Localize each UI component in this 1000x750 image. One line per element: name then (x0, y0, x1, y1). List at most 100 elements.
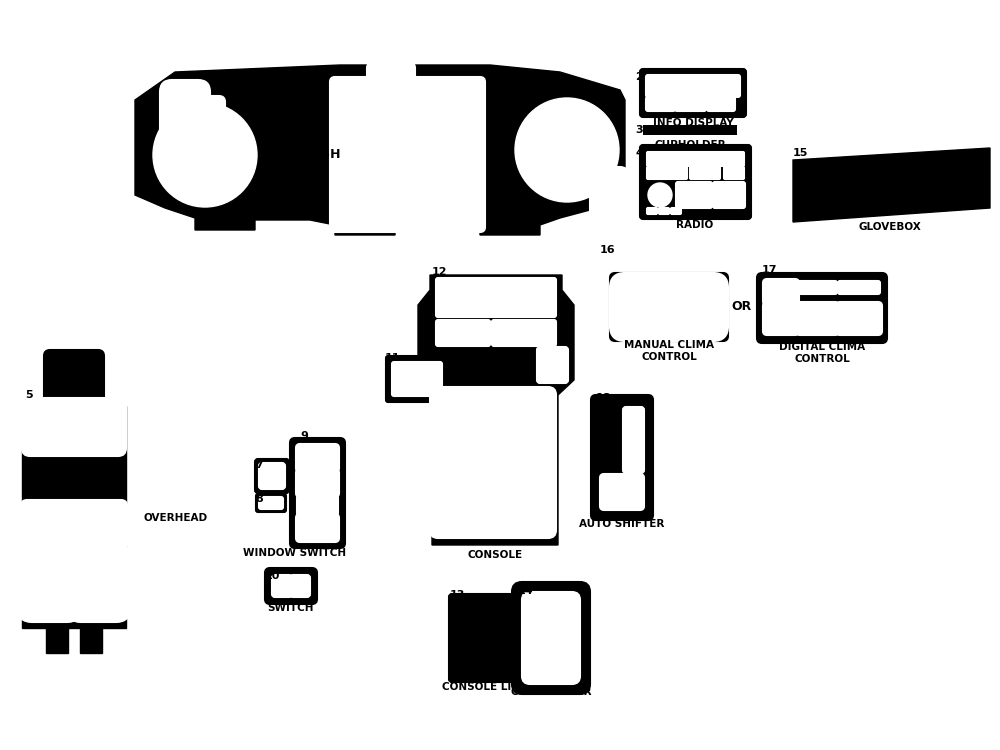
Text: 10: 10 (265, 571, 280, 581)
FancyBboxPatch shape (44, 350, 104, 407)
Text: COIN HOLDER: COIN HOLDER (511, 687, 591, 697)
FancyBboxPatch shape (763, 302, 799, 335)
FancyBboxPatch shape (676, 182, 712, 208)
FancyBboxPatch shape (22, 398, 126, 456)
Text: RADIO: RADIO (676, 220, 714, 230)
Text: INFO DISPLAY: INFO DISPLAY (653, 118, 733, 128)
FancyBboxPatch shape (392, 362, 442, 396)
Text: 2: 2 (635, 72, 643, 82)
FancyBboxPatch shape (610, 273, 728, 341)
FancyBboxPatch shape (67, 544, 130, 622)
FancyBboxPatch shape (296, 469, 339, 497)
Text: 13: 13 (450, 590, 465, 600)
FancyBboxPatch shape (430, 387, 556, 538)
Circle shape (515, 98, 619, 202)
FancyBboxPatch shape (640, 69, 746, 117)
Text: 1: 1 (135, 100, 144, 113)
FancyBboxPatch shape (537, 347, 568, 383)
FancyBboxPatch shape (21, 500, 127, 550)
FancyBboxPatch shape (671, 208, 681, 214)
Text: 5: 5 (25, 390, 33, 400)
Bar (645, 87, 648, 90)
Text: CONSOLE: CONSOLE (467, 550, 523, 560)
FancyBboxPatch shape (647, 167, 687, 179)
FancyBboxPatch shape (259, 497, 283, 509)
FancyBboxPatch shape (640, 145, 751, 219)
FancyBboxPatch shape (713, 182, 745, 208)
FancyBboxPatch shape (675, 97, 706, 111)
FancyBboxPatch shape (272, 575, 292, 597)
Text: 17: 17 (762, 265, 778, 275)
Text: 15: 15 (793, 148, 808, 158)
FancyBboxPatch shape (256, 494, 286, 512)
Text: 11: 11 (385, 353, 400, 363)
Bar (645, 80, 648, 83)
Polygon shape (418, 275, 574, 545)
Text: WINDOW SWITCH: WINDOW SWITCH (243, 548, 347, 558)
Text: 16: 16 (600, 245, 616, 255)
FancyBboxPatch shape (690, 167, 720, 179)
Text: MAIN DASH: MAIN DASH (260, 148, 340, 161)
FancyBboxPatch shape (796, 302, 839, 335)
Circle shape (153, 103, 257, 207)
FancyBboxPatch shape (255, 459, 289, 493)
Polygon shape (22, 406, 126, 653)
Text: MANUAL CLIMA
CONTROL: MANUAL CLIMA CONTROL (624, 340, 714, 362)
Text: GLOVEBOX: GLOVEBOX (859, 222, 921, 232)
FancyBboxPatch shape (160, 80, 210, 144)
FancyBboxPatch shape (297, 495, 338, 516)
FancyBboxPatch shape (724, 167, 744, 179)
FancyBboxPatch shape (449, 594, 513, 682)
FancyBboxPatch shape (659, 208, 669, 214)
FancyBboxPatch shape (259, 463, 285, 489)
FancyBboxPatch shape (265, 568, 317, 604)
FancyBboxPatch shape (18, 544, 81, 622)
Bar (643, 125, 737, 135)
Text: DIGITAL CLIMA
CONTROL: DIGITAL CLIMA CONTROL (779, 342, 865, 364)
FancyBboxPatch shape (757, 273, 887, 343)
Circle shape (648, 183, 672, 207)
FancyBboxPatch shape (290, 438, 345, 548)
FancyBboxPatch shape (195, 160, 237, 195)
FancyBboxPatch shape (296, 514, 339, 542)
FancyBboxPatch shape (707, 97, 735, 111)
FancyBboxPatch shape (492, 320, 556, 346)
FancyBboxPatch shape (330, 77, 485, 232)
Text: CUPHOLDER: CUPHOLDER (654, 140, 726, 150)
FancyBboxPatch shape (367, 63, 415, 85)
Text: 9: 9 (300, 431, 308, 441)
Text: CONSOLE LID: CONSOLE LID (442, 682, 520, 692)
FancyBboxPatch shape (522, 592, 580, 684)
Text: 12: 12 (432, 267, 448, 277)
Text: 8: 8 (255, 494, 263, 504)
FancyBboxPatch shape (591, 395, 653, 520)
Text: 7: 7 (255, 460, 263, 470)
FancyBboxPatch shape (436, 320, 490, 346)
FancyBboxPatch shape (512, 582, 590, 694)
FancyBboxPatch shape (623, 407, 644, 473)
Text: OVERHEAD: OVERHEAD (144, 513, 208, 523)
FancyBboxPatch shape (290, 575, 310, 597)
FancyBboxPatch shape (646, 75, 740, 97)
Text: 4: 4 (635, 148, 643, 158)
Circle shape (604, 489, 616, 501)
FancyBboxPatch shape (386, 356, 448, 402)
FancyBboxPatch shape (436, 278, 556, 317)
Text: 14: 14 (518, 586, 534, 596)
FancyBboxPatch shape (798, 281, 837, 294)
FancyBboxPatch shape (610, 273, 728, 341)
FancyBboxPatch shape (600, 474, 644, 510)
FancyBboxPatch shape (590, 167, 628, 218)
FancyBboxPatch shape (647, 208, 657, 214)
FancyBboxPatch shape (763, 279, 799, 305)
Text: AUTO SHIFTER: AUTO SHIFTER (579, 519, 665, 529)
Text: 3: 3 (635, 125, 643, 135)
FancyBboxPatch shape (296, 444, 339, 472)
Text: OR: OR (732, 301, 752, 313)
FancyBboxPatch shape (838, 281, 880, 294)
Polygon shape (793, 148, 990, 222)
FancyBboxPatch shape (647, 152, 744, 166)
Text: 18: 18 (596, 393, 612, 403)
Text: SWITCH: SWITCH (268, 603, 314, 613)
FancyBboxPatch shape (836, 302, 882, 335)
